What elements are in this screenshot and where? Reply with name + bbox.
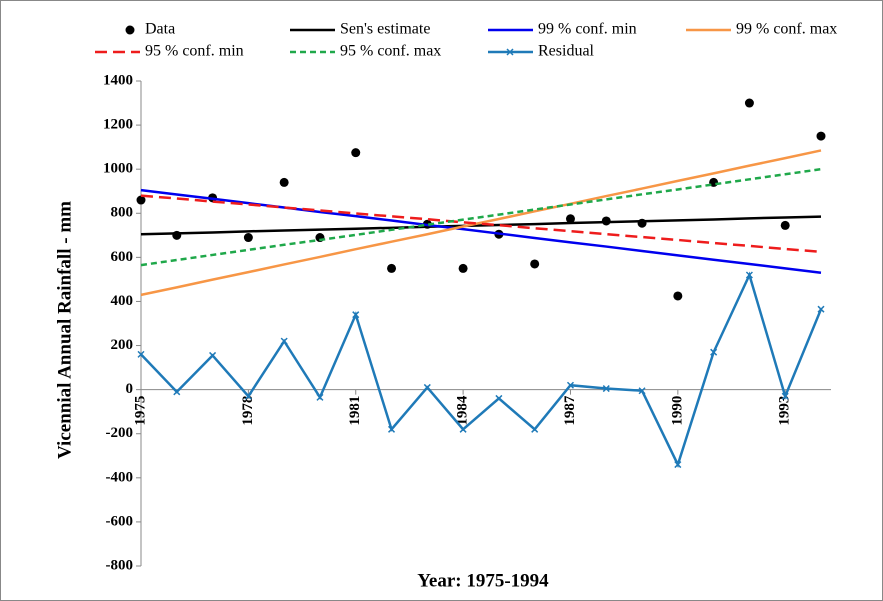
data-point — [673, 291, 683, 301]
data-point — [744, 98, 754, 108]
legend-label: Residual — [538, 43, 595, 60]
y-tick-label: 1200 — [103, 117, 133, 133]
marker — [710, 348, 718, 356]
marker — [781, 392, 789, 400]
marker — [745, 271, 753, 279]
x-tick-label: 1990 — [669, 396, 685, 426]
y-tick-label: 600 — [111, 249, 134, 265]
data-point — [780, 220, 790, 230]
marker — [137, 350, 145, 358]
data-point — [816, 131, 826, 141]
y-tick-label: -400 — [106, 469, 134, 485]
marker — [531, 425, 539, 433]
y-tick-label: 1400 — [103, 72, 133, 88]
marker — [602, 385, 610, 393]
marker — [387, 425, 396, 433]
x-tick-label: 1975 — [132, 396, 148, 426]
legend-label: Data — [145, 21, 175, 38]
marker — [506, 48, 514, 56]
marker — [459, 425, 467, 433]
x-axis-title: Year: 1975-1994 — [417, 570, 549, 591]
x-tick-label: 1981 — [347, 396, 363, 426]
marker — [280, 337, 288, 345]
series-line — [140, 215, 822, 236]
x-tick-label: 1978 — [240, 396, 256, 426]
y-tick-label: 400 — [111, 293, 134, 309]
legend-label: 99 % conf. min — [538, 21, 637, 38]
series-line — [140, 149, 822, 297]
data-point — [351, 148, 361, 158]
data-point — [136, 195, 146, 205]
legend-label: 99 % conf. max — [736, 21, 837, 38]
legend-marker — [125, 25, 135, 35]
marker — [495, 394, 503, 402]
legend-label: 95 % conf. min — [145, 43, 244, 60]
y-tick-label: 1000 — [103, 161, 133, 177]
y-axis-title: Vicennial Annual Rainfall - mm — [54, 201, 75, 459]
marker — [817, 305, 825, 313]
y-tick-label: -200 — [106, 425, 134, 441]
marker — [423, 383, 431, 391]
x-tick-label: 1993 — [777, 396, 793, 426]
series-line — [140, 271, 823, 468]
legend-label: Sen's estimate — [340, 21, 430, 38]
x-tick-label: 1984 — [455, 395, 471, 426]
y-tick-label: 200 — [111, 337, 134, 353]
data-point — [279, 177, 289, 187]
series-line — [140, 194, 822, 254]
marker — [352, 311, 360, 319]
marker — [173, 388, 181, 396]
y-tick-label: 800 — [111, 205, 134, 221]
series-line — [140, 167, 822, 267]
data-point — [243, 233, 253, 243]
data-point — [565, 214, 575, 224]
y-tick-label: -800 — [106, 557, 134, 573]
legend-label: 95 % conf. max — [340, 43, 441, 60]
data-point — [387, 263, 397, 273]
marker — [244, 392, 252, 400]
y-tick-label: -600 — [106, 513, 134, 529]
marker — [209, 351, 217, 359]
marker — [674, 461, 682, 469]
x-tick-label: 1987 — [562, 395, 578, 426]
marker — [566, 381, 575, 389]
y-tick-label: 0 — [126, 381, 134, 397]
data-point — [458, 263, 468, 273]
data-point — [530, 259, 540, 269]
marker — [638, 387, 646, 395]
marker — [316, 393, 324, 401]
